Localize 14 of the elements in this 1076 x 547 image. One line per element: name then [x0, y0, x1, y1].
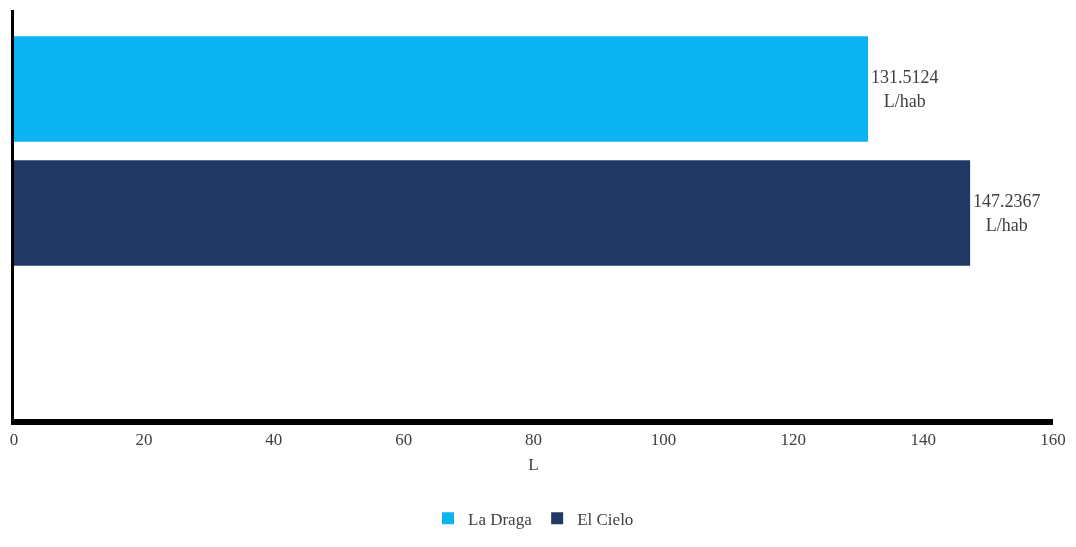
legend-label: La Draga: [468, 509, 533, 529]
data-label: 131.5124 L/hab: [871, 67, 939, 111]
x-tick-label: 160: [1040, 430, 1066, 450]
x-tick-label: 40: [265, 430, 283, 450]
x-axis-title: L: [528, 455, 539, 475]
x-tick-label: 60: [395, 430, 413, 450]
x-tick-label: 0: [9, 430, 19, 450]
x-tick-label: 140: [910, 430, 936, 450]
x-tick-label: 120: [780, 430, 806, 450]
legend-label: El Cielo: [577, 509, 634, 529]
data-label: 147.2367 L/hab: [973, 191, 1041, 235]
x-tick-label: 20: [135, 430, 153, 450]
x-tick-label: 80: [525, 430, 542, 450]
x-tick-label: 100: [650, 430, 677, 450]
